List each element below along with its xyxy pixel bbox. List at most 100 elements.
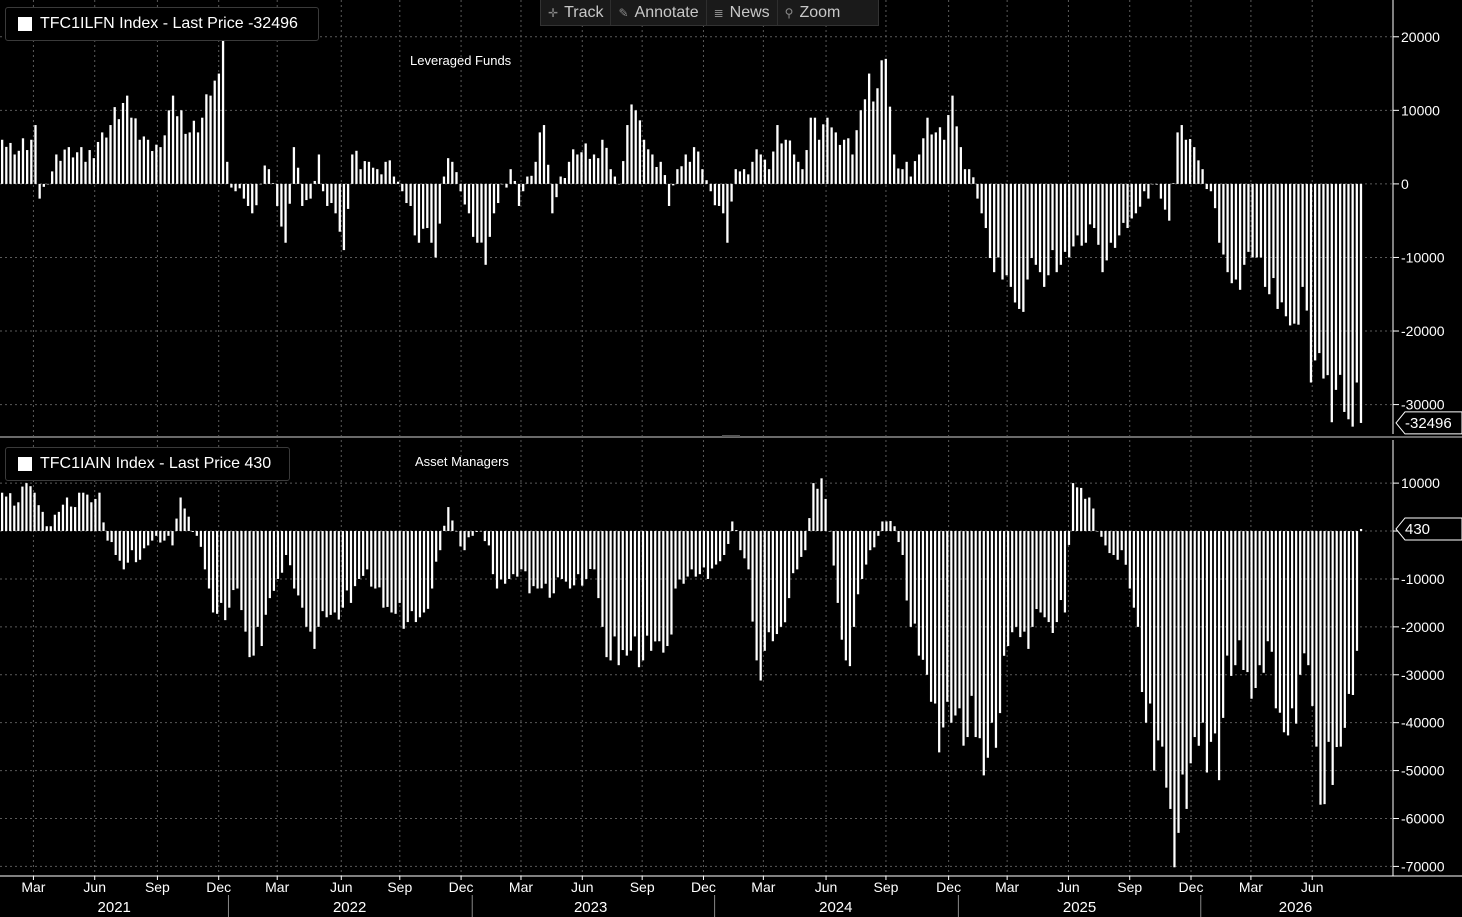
bar xyxy=(463,531,466,551)
news-button[interactable]: ≣ News xyxy=(707,0,778,25)
legend-leveraged-funds[interactable]: TFC1ILFN Index - Last Price -32496 xyxy=(5,7,319,41)
bar xyxy=(426,183,429,229)
bar xyxy=(726,183,729,243)
bar xyxy=(341,531,344,608)
bar xyxy=(105,137,108,184)
zoom-button[interactable]: ⚲ Zoom xyxy=(778,0,848,25)
bar xyxy=(480,183,483,243)
bar xyxy=(1255,183,1258,258)
bar xyxy=(676,169,679,184)
bar xyxy=(390,531,393,613)
bar xyxy=(396,181,400,184)
bar xyxy=(637,531,641,668)
bar xyxy=(84,161,87,184)
bar xyxy=(663,175,667,184)
bar xyxy=(447,507,450,532)
bar xyxy=(338,183,341,232)
bar xyxy=(954,531,957,716)
bar xyxy=(860,531,864,579)
bar xyxy=(351,154,354,184)
bar xyxy=(476,183,479,243)
bar xyxy=(409,183,412,206)
bar xyxy=(767,531,770,633)
bar xyxy=(897,168,900,184)
bar xyxy=(192,120,196,184)
bar xyxy=(483,531,486,542)
last-price-flag xyxy=(1395,517,1462,541)
bar xyxy=(1104,531,1107,546)
bar xyxy=(180,110,183,184)
bar xyxy=(980,183,983,214)
bar xyxy=(1230,531,1233,676)
bar xyxy=(1234,531,1237,666)
bar xyxy=(1217,531,1221,781)
bar xyxy=(678,531,681,580)
bar xyxy=(1278,531,1282,713)
bar xyxy=(867,73,871,184)
bar xyxy=(986,531,989,758)
bar xyxy=(1096,531,1099,532)
bar xyxy=(1197,531,1200,746)
bar xyxy=(463,183,466,205)
bar xyxy=(67,147,70,184)
bar xyxy=(509,169,512,184)
bar xyxy=(626,125,629,184)
y-tick-label: -20000 xyxy=(1401,619,1445,635)
bar xyxy=(1309,183,1313,383)
bar xyxy=(710,531,714,569)
bar xyxy=(1293,183,1296,324)
bar xyxy=(719,531,722,562)
bar xyxy=(747,174,750,184)
bar xyxy=(1274,531,1277,709)
bar xyxy=(280,531,284,573)
bar xyxy=(26,150,29,184)
bar xyxy=(305,531,308,627)
bar xyxy=(1185,531,1188,809)
bar xyxy=(256,531,259,627)
bar xyxy=(723,531,726,555)
bar xyxy=(86,494,89,532)
bar xyxy=(371,167,375,184)
x-tick-label: Jun xyxy=(1301,879,1324,895)
bar xyxy=(1030,183,1033,259)
legend-asset-managers[interactable]: TFC1IAIN Index - Last Price 430 xyxy=(5,447,290,481)
bar xyxy=(951,95,954,184)
pane-resize-handle[interactable] xyxy=(722,435,740,437)
bar xyxy=(838,144,842,184)
bar xyxy=(1343,183,1346,412)
bar xyxy=(301,531,304,608)
bar xyxy=(187,516,190,532)
bar xyxy=(1109,183,1113,243)
last-price-flag xyxy=(1395,411,1462,435)
bar xyxy=(576,154,579,184)
bar xyxy=(211,531,215,613)
bar xyxy=(380,174,383,184)
bar xyxy=(670,531,673,635)
bar xyxy=(876,88,879,184)
bar xyxy=(1,139,4,184)
bar xyxy=(889,520,892,532)
bar xyxy=(542,125,546,184)
bar xyxy=(296,167,300,184)
x-year-label: 2025 xyxy=(1063,899,1096,916)
bar xyxy=(848,531,852,667)
bar xyxy=(851,154,854,184)
bar xyxy=(207,531,211,589)
bar xyxy=(492,183,496,214)
news-icon: ≣ xyxy=(713,5,724,20)
annotate-button[interactable]: ✎ Annotate xyxy=(611,0,707,25)
bar xyxy=(1157,531,1160,741)
chart-title-leveraged-funds: Leveraged Funds xyxy=(410,53,512,68)
bar xyxy=(439,531,442,551)
bar xyxy=(205,94,208,184)
bar xyxy=(1280,183,1283,303)
bar xyxy=(605,147,608,184)
bar xyxy=(1222,183,1225,255)
bar xyxy=(61,504,65,532)
bar xyxy=(865,531,868,565)
bar xyxy=(1201,169,1204,184)
bar xyxy=(589,531,592,569)
bar xyxy=(844,531,847,661)
bar xyxy=(1259,183,1263,258)
track-button[interactable]: ✛ Track xyxy=(541,0,612,25)
